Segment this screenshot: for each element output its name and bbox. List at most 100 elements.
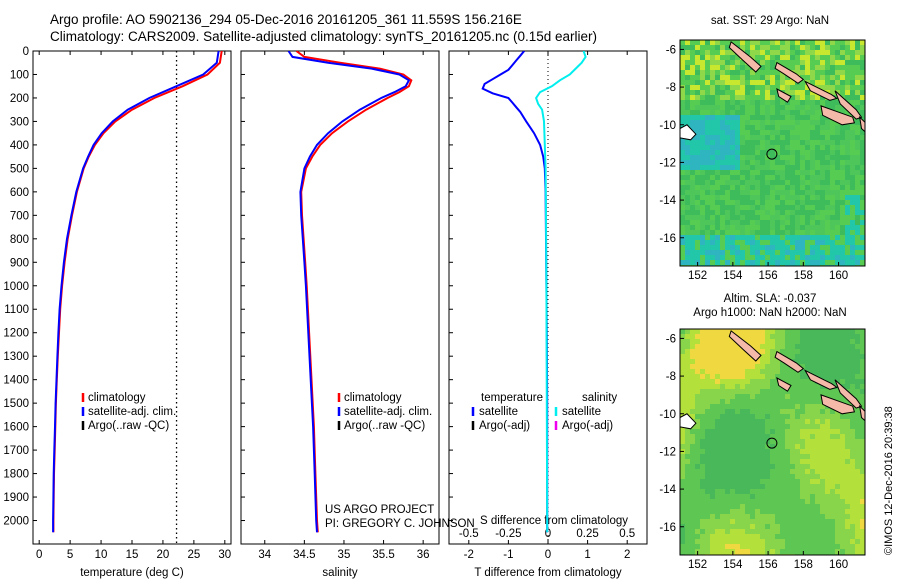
- map-cell: [805, 374, 810, 379]
- map-cell: [785, 499, 790, 504]
- map-cell: [700, 449, 705, 454]
- land-polygon: [834, 90, 863, 120]
- map-cell: [850, 389, 855, 394]
- map-cell: [705, 464, 710, 469]
- map-cell: [735, 80, 740, 85]
- map-cell: [765, 349, 770, 354]
- map-cell: [825, 329, 830, 334]
- map-cell: [800, 409, 805, 414]
- map-cell: [695, 369, 700, 374]
- map-cell: [760, 110, 765, 115]
- map-cell: [840, 205, 845, 210]
- map-cell: [680, 349, 685, 354]
- map-cell: [810, 140, 815, 145]
- map-cell: [780, 389, 785, 394]
- map-cell: [815, 175, 820, 180]
- map-cell: [860, 55, 865, 60]
- map-cell: [700, 205, 705, 210]
- map-cell: [860, 449, 865, 454]
- map-cell: [800, 514, 805, 519]
- map-cell: [820, 344, 825, 349]
- map-cell: [765, 130, 770, 135]
- map-cell: [740, 379, 745, 384]
- map-cell: [800, 449, 805, 454]
- y-tick-label: 900: [10, 257, 29, 269]
- map-cell: [775, 250, 780, 255]
- map-cell: [770, 230, 775, 235]
- map-cell: [825, 359, 830, 364]
- map-cell: [780, 494, 785, 499]
- map-cell: [745, 100, 750, 105]
- map-cell: [820, 130, 825, 135]
- map-cell: [845, 230, 850, 235]
- map-cell: [710, 349, 715, 354]
- map-cell: [680, 70, 685, 75]
- map-cell: [710, 90, 715, 95]
- map-cell: [710, 479, 715, 484]
- map-cell: [845, 499, 850, 504]
- map-cell: [845, 180, 850, 185]
- map-cell: [680, 155, 685, 160]
- map-cell: [695, 235, 700, 240]
- map-cell: [805, 534, 810, 539]
- map-cell: [695, 55, 700, 60]
- map-cell: [685, 434, 690, 439]
- map-cell: [855, 484, 860, 489]
- map-cell: [715, 170, 720, 175]
- map-cell: [825, 519, 830, 524]
- map-cell: [830, 210, 835, 215]
- map-cell: [770, 509, 775, 514]
- map-cell: [795, 195, 800, 200]
- map-cell: [760, 494, 765, 499]
- map-cell: [850, 255, 855, 260]
- map-cell: [775, 434, 780, 439]
- map-cell: [845, 175, 850, 180]
- map-cell: [810, 75, 815, 80]
- map-cell: [700, 215, 705, 220]
- x-tick-label: 10: [95, 549, 108, 561]
- map-cell: [850, 474, 855, 479]
- map-cell: [680, 80, 685, 85]
- map-cell: [780, 419, 785, 424]
- map-cell: [745, 200, 750, 205]
- map-cell: [715, 379, 720, 384]
- map-cell: [690, 80, 695, 85]
- map-cell: [780, 145, 785, 150]
- map-cell: [735, 225, 740, 230]
- map-cell: [810, 160, 815, 165]
- map-cell: [685, 40, 690, 45]
- map-cell: [795, 240, 800, 245]
- map-cell: [695, 50, 700, 55]
- map-cell: [850, 359, 855, 364]
- map-cell: [715, 414, 720, 419]
- map-cell: [720, 534, 725, 539]
- map-cell: [815, 180, 820, 185]
- map-cell: [855, 140, 860, 145]
- map-cell: [745, 439, 750, 444]
- map-cell: [790, 484, 795, 489]
- map-cell: [780, 544, 785, 549]
- map-cell: [725, 155, 730, 160]
- map-cell: [850, 70, 855, 75]
- map-cell: [785, 354, 790, 359]
- map-cell: [810, 354, 815, 359]
- map-cell: [760, 135, 765, 140]
- map-cell: [810, 529, 815, 534]
- map-cell: [830, 389, 835, 394]
- map-cell: [695, 519, 700, 524]
- map-cell: [775, 409, 780, 414]
- map-cell: [800, 524, 805, 529]
- map-cell: [700, 519, 705, 524]
- map-cell: [790, 60, 795, 65]
- map-cell: [785, 175, 790, 180]
- map-cell: [685, 225, 690, 230]
- map-cell: [710, 135, 715, 140]
- map-cell: [845, 45, 850, 50]
- map-cell: [825, 195, 830, 200]
- map-cell: [790, 469, 795, 474]
- map-cell: [825, 185, 830, 190]
- map-cell: [860, 329, 865, 334]
- map-cell: [845, 539, 850, 544]
- map-cell: [710, 200, 715, 205]
- map-cell: [800, 125, 805, 130]
